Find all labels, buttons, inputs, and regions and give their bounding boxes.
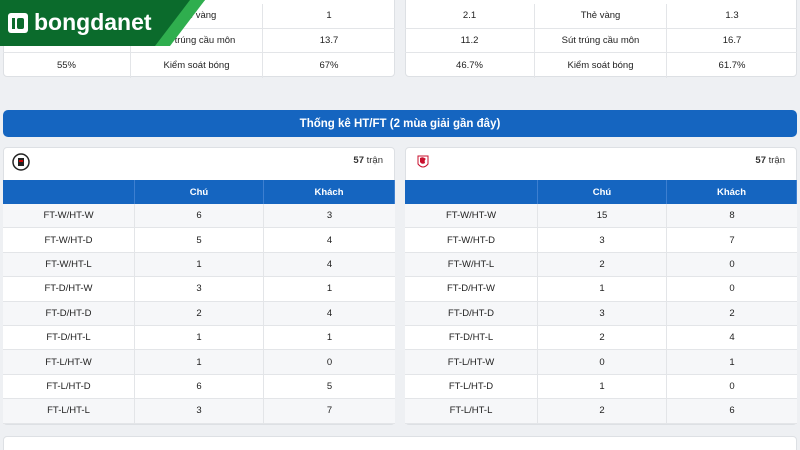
- row-value: 5: [264, 374, 395, 400]
- table-header-cell: Chú: [135, 180, 264, 204]
- match-count: 57 trận: [303, 155, 383, 169]
- match-count-unit: trận: [768, 155, 785, 166]
- stat-label: Thẻ vàng: [131, 4, 263, 29]
- stat-away: 61.7%: [718, 60, 746, 71]
- match-count-number: 57: [755, 155, 766, 166]
- table-header-cell: [3, 180, 135, 204]
- next-panel: [3, 436, 797, 450]
- table-header-cell: Chú: [538, 180, 667, 204]
- row-value: 4: [264, 252, 395, 278]
- row-label: FT-L/HT-W: [405, 350, 538, 375]
- row-label: FT-D/HT-D: [405, 301, 538, 326]
- row-value: 1: [135, 326, 264, 351]
- row-label: FT-D/HT-W: [3, 277, 135, 302]
- row-label: FT-D/HT-L: [3, 326, 135, 351]
- row-value: 6: [667, 399, 797, 424]
- row-value: 2: [538, 399, 667, 424]
- team-logo: [417, 155, 429, 168]
- match-count-number: 57: [353, 155, 364, 166]
- row-label: FT-L/HT-D: [405, 374, 538, 400]
- stat-label: Sút trúng cầu môn: [131, 28, 263, 53]
- logo-shape: [0, 0, 205, 46]
- row-value: 0: [667, 252, 797, 278]
- stat-label: Thẻ vàng: [535, 4, 667, 29]
- row-value: 1: [667, 350, 797, 375]
- row-value: 15: [538, 204, 667, 229]
- stat-away: 13.7: [263, 29, 395, 53]
- row-value: 3: [135, 277, 264, 302]
- row-value: 0: [667, 277, 797, 302]
- row-value: 1: [135, 252, 264, 278]
- row-value: 8: [667, 204, 797, 229]
- match-count-unit: trận: [366, 155, 383, 166]
- row-label: FT-W/HT-L: [3, 252, 135, 278]
- logo-banner[interactable]: bongdanet: [0, 0, 205, 46]
- row-value: 4: [264, 301, 395, 326]
- table-header-cell: Khách: [264, 180, 395, 204]
- stat-home: 11.2: [405, 28, 535, 53]
- row-label: FT-D/HT-D: [3, 301, 135, 326]
- section-title: Thống kê HT/FT (2 mùa giải gần đây): [3, 110, 797, 137]
- row-value: 1: [538, 277, 667, 302]
- row-label: FT-L/HT-L: [3, 399, 135, 424]
- row-value: 6: [135, 204, 264, 229]
- row-value: 2: [538, 252, 667, 278]
- row-value: 2: [538, 326, 667, 351]
- row-value: 1: [135, 350, 264, 375]
- row-label: FT-W/HT-D: [405, 228, 538, 253]
- table-header-cell: [405, 180, 538, 204]
- row-value: 0: [264, 350, 395, 375]
- row-value: 3: [135, 399, 264, 424]
- row-value: 0: [538, 350, 667, 375]
- row-value: 1: [538, 374, 667, 400]
- row-value: 2: [135, 301, 264, 326]
- table-header-cell: Khách: [667, 180, 797, 204]
- stat-label: Sút trúng cầu môn: [535, 28, 667, 53]
- stat-label: Kiểm soát bóng: [131, 53, 263, 78]
- stats-panel: [405, 0, 797, 77]
- stat-home: 55%: [3, 53, 131, 78]
- row-label: FT-W/HT-L: [405, 252, 538, 278]
- row-label: FT-L/HT-W: [3, 350, 135, 375]
- row-value: 4: [264, 228, 395, 253]
- stat-home: 46.7%: [405, 53, 535, 78]
- stat-home: 2.1: [405, 4, 535, 29]
- team-logo: [12, 153, 30, 171]
- row-value: 1: [264, 326, 395, 351]
- row-label: FT-W/HT-W: [3, 204, 135, 229]
- stat-label: Kiểm soát bóng: [535, 53, 667, 78]
- row-label: FT-W/HT-D: [3, 228, 135, 253]
- row-value: 6: [135, 374, 264, 400]
- row-value: 1: [264, 277, 395, 302]
- row-label: FT-L/HT-L: [405, 399, 538, 424]
- row-value: 7: [264, 399, 395, 424]
- stat-away: 1.3: [667, 4, 797, 29]
- row-value: 7: [667, 228, 797, 253]
- stat-away: 16.7: [667, 29, 797, 53]
- row-label: FT-L/HT-D: [3, 374, 135, 400]
- stat-away: 1: [263, 4, 395, 29]
- row-value: 2: [667, 301, 797, 326]
- stat-away: 67%: [319, 60, 339, 71]
- row-label: FT-D/HT-W: [405, 277, 538, 302]
- match-count: 57 trận: [705, 155, 785, 169]
- row-value: 3: [538, 301, 667, 326]
- logo-text: bongdanet: [34, 9, 152, 35]
- row-value: 5: [135, 228, 264, 253]
- row-value: 3: [264, 204, 395, 229]
- row-label: FT-W/HT-W: [405, 204, 538, 229]
- row-value: 0: [667, 374, 797, 400]
- row-value: 4: [667, 326, 797, 351]
- row-label: FT-D/HT-L: [405, 326, 538, 351]
- row-value: 3: [538, 228, 667, 253]
